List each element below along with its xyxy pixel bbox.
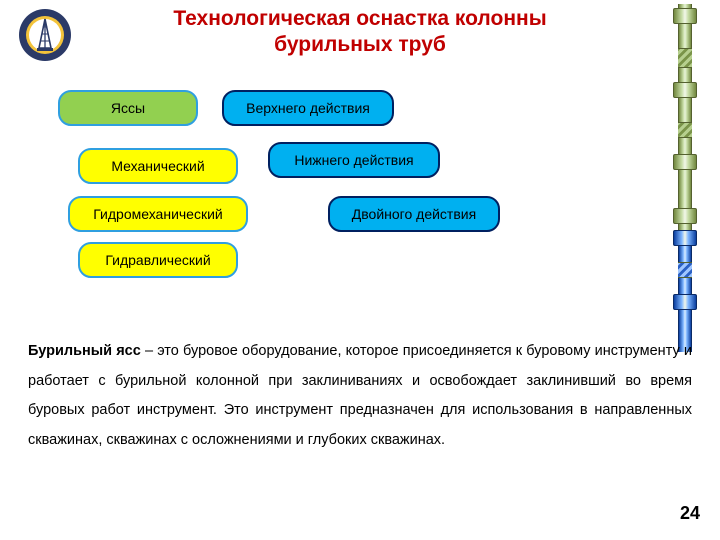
title-line-2: бурильных труб [274, 33, 446, 56]
node-yassy: Яссы [58, 90, 198, 126]
node-lower: Нижнего действия [268, 142, 440, 178]
node-upper: Верхнего действия [222, 90, 394, 126]
node-label: Механический [111, 158, 204, 174]
node-label: Гидромеханический [93, 206, 223, 222]
body-paragraph: Бурильный ясс – это буровое оборудование… [28, 337, 692, 456]
drill-pipe-illustration [668, 4, 702, 352]
node-label: Гидравлический [105, 252, 210, 268]
slide-title: Технологическая оснастка колонны бурильн… [0, 6, 720, 59]
page-number: 24 [680, 503, 700, 524]
node-hydromech: Гидромеханический [68, 196, 248, 232]
node-label: Нижнего действия [294, 152, 413, 168]
body-term: Бурильный ясс [28, 343, 141, 359]
node-label: Верхнего действия [246, 100, 370, 116]
node-mechanical: Механический [78, 148, 238, 184]
node-label: Двойного действия [352, 206, 476, 222]
node-label: Яссы [111, 100, 145, 116]
node-hydraulic: Гидравлический [78, 242, 238, 278]
node-double: Двойного действия [328, 196, 500, 232]
title-line-1: Технологическая оснастка колонны [173, 7, 546, 30]
